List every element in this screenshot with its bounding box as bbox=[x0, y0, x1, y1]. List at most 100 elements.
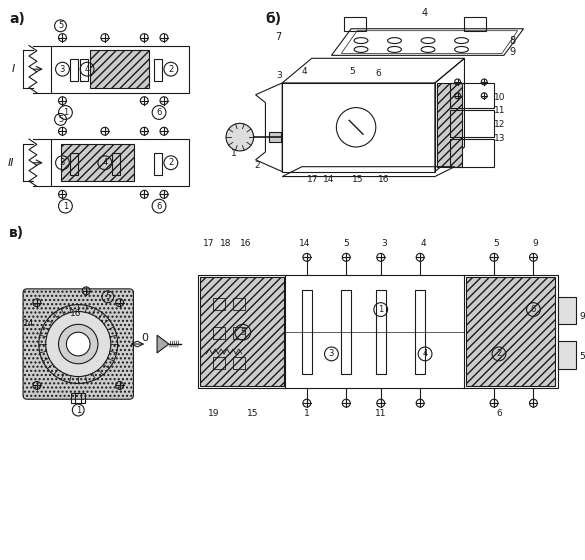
Text: 1: 1 bbox=[231, 150, 237, 158]
Text: 3: 3 bbox=[60, 158, 65, 167]
Text: а): а) bbox=[9, 12, 25, 26]
Bar bbox=[60, 144, 135, 181]
Text: 6: 6 bbox=[496, 409, 502, 418]
Text: 16: 16 bbox=[70, 310, 82, 319]
Bar bbox=[233, 357, 245, 368]
Bar bbox=[70, 153, 78, 175]
Text: 16: 16 bbox=[240, 239, 252, 248]
Text: 2: 2 bbox=[168, 158, 174, 167]
Text: 14: 14 bbox=[299, 239, 311, 248]
Text: 10: 10 bbox=[494, 93, 505, 102]
Bar bbox=[201, 277, 284, 386]
Bar bbox=[437, 83, 462, 167]
Text: I: I bbox=[11, 64, 15, 74]
Text: 9: 9 bbox=[532, 239, 538, 248]
Text: в): в) bbox=[9, 226, 25, 240]
Bar bbox=[450, 110, 494, 137]
Text: 5: 5 bbox=[58, 21, 63, 30]
Text: 9: 9 bbox=[510, 48, 516, 57]
Bar bbox=[269, 132, 281, 142]
Text: б): б) bbox=[266, 12, 281, 26]
Bar bbox=[112, 153, 119, 175]
Text: 19: 19 bbox=[208, 409, 219, 418]
Bar bbox=[302, 290, 312, 374]
Bar bbox=[213, 327, 225, 339]
Text: 5: 5 bbox=[58, 115, 63, 124]
Text: 18: 18 bbox=[221, 239, 232, 248]
Text: 5: 5 bbox=[240, 328, 246, 337]
Text: 0: 0 bbox=[142, 333, 149, 343]
Text: 1: 1 bbox=[75, 405, 81, 414]
Text: 1: 1 bbox=[63, 108, 68, 117]
Text: 15: 15 bbox=[352, 175, 364, 184]
Bar bbox=[466, 277, 555, 386]
Text: 5: 5 bbox=[493, 239, 499, 248]
Bar bbox=[233, 327, 245, 339]
Text: 4: 4 bbox=[84, 64, 90, 74]
Bar bbox=[51, 45, 188, 93]
Bar bbox=[376, 290, 386, 374]
Text: 6: 6 bbox=[375, 68, 381, 78]
Text: 2: 2 bbox=[168, 64, 174, 74]
Text: 1: 1 bbox=[304, 409, 309, 418]
Text: 11: 11 bbox=[375, 409, 387, 418]
Text: 7: 7 bbox=[276, 31, 281, 41]
Text: 4: 4 bbox=[102, 158, 108, 167]
Text: 1: 1 bbox=[63, 202, 68, 211]
Text: 6: 6 bbox=[156, 108, 161, 117]
Bar bbox=[71, 393, 85, 403]
Bar bbox=[70, 59, 78, 81]
Text: 12: 12 bbox=[494, 120, 505, 129]
Bar bbox=[558, 341, 576, 368]
Bar bbox=[450, 83, 494, 108]
Bar bbox=[90, 50, 149, 88]
Text: 6: 6 bbox=[531, 305, 536, 314]
Text: 14: 14 bbox=[23, 319, 35, 328]
Text: 17: 17 bbox=[307, 175, 318, 184]
Text: 14: 14 bbox=[323, 175, 334, 184]
Text: 4: 4 bbox=[422, 349, 428, 358]
Text: 4: 4 bbox=[302, 67, 308, 76]
Bar bbox=[415, 290, 425, 374]
Circle shape bbox=[58, 324, 98, 364]
Text: 16: 16 bbox=[378, 175, 390, 184]
Circle shape bbox=[46, 311, 111, 376]
Circle shape bbox=[226, 123, 254, 151]
Bar bbox=[450, 139, 494, 167]
Text: 2: 2 bbox=[254, 161, 260, 170]
Bar bbox=[233, 298, 245, 310]
Text: 4: 4 bbox=[422, 8, 428, 18]
Text: 4: 4 bbox=[420, 239, 426, 248]
Polygon shape bbox=[157, 335, 169, 353]
Bar bbox=[80, 59, 88, 81]
Text: 13: 13 bbox=[494, 134, 505, 143]
Bar bbox=[154, 153, 162, 175]
Text: 11: 11 bbox=[494, 106, 505, 115]
Text: 3: 3 bbox=[276, 71, 282, 80]
Text: 1: 1 bbox=[378, 305, 383, 314]
Bar bbox=[198, 275, 558, 389]
Bar bbox=[154, 59, 162, 81]
Bar bbox=[344, 17, 366, 31]
Text: 5: 5 bbox=[580, 352, 585, 361]
Bar bbox=[213, 298, 225, 310]
Bar bbox=[213, 357, 225, 368]
Circle shape bbox=[67, 332, 90, 356]
Text: 3: 3 bbox=[381, 239, 387, 248]
Text: 5: 5 bbox=[343, 239, 349, 248]
Text: II: II bbox=[7, 158, 14, 168]
Bar bbox=[51, 139, 188, 186]
Text: 15: 15 bbox=[247, 409, 259, 418]
Text: 17: 17 bbox=[202, 239, 214, 248]
Text: 8: 8 bbox=[510, 35, 516, 45]
Text: 5: 5 bbox=[105, 292, 111, 301]
Bar bbox=[558, 297, 576, 324]
Text: 5: 5 bbox=[349, 67, 355, 76]
Text: 3: 3 bbox=[60, 64, 65, 74]
Text: 2: 2 bbox=[496, 349, 501, 358]
Text: 9: 9 bbox=[580, 312, 585, 321]
Bar bbox=[464, 17, 486, 31]
FancyBboxPatch shape bbox=[23, 289, 133, 399]
Bar bbox=[341, 290, 351, 374]
Text: 3: 3 bbox=[329, 349, 334, 358]
